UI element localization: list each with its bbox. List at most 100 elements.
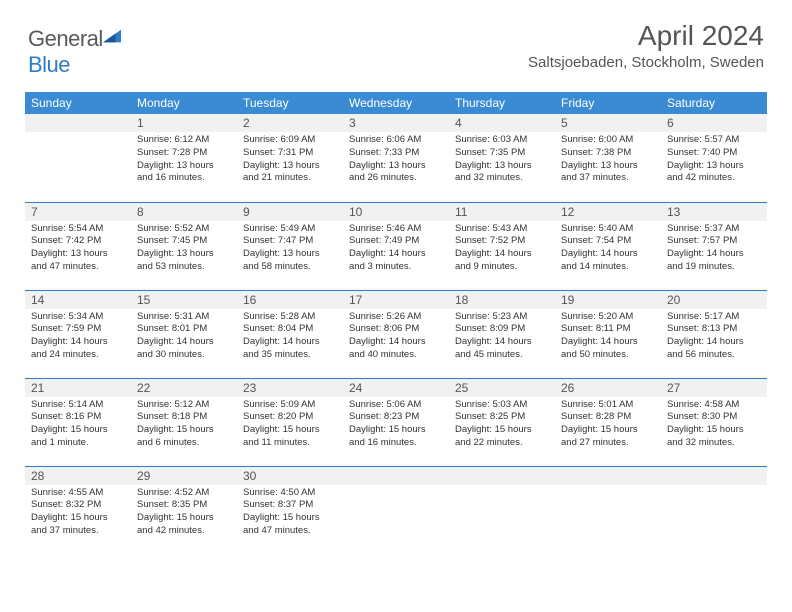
day-number: 6 bbox=[661, 114, 767, 132]
month-title: April 2024 bbox=[528, 20, 764, 52]
day-number bbox=[449, 467, 555, 485]
day-details: Sunrise: 5:01 AMSunset: 8:28 PMDaylight:… bbox=[555, 397, 661, 454]
day-number: 13 bbox=[661, 203, 767, 221]
day-details: Sunrise: 5:03 AMSunset: 8:25 PMDaylight:… bbox=[449, 397, 555, 454]
day-details: Sunrise: 6:12 AMSunset: 7:28 PMDaylight:… bbox=[131, 132, 237, 189]
day-number: 9 bbox=[237, 203, 343, 221]
calendar-cell bbox=[661, 466, 767, 554]
calendar-cell bbox=[25, 114, 131, 202]
calendar-cell: 16Sunrise: 5:28 AMSunset: 8:04 PMDayligh… bbox=[237, 290, 343, 378]
day-details: Sunrise: 5:46 AMSunset: 7:49 PMDaylight:… bbox=[343, 221, 449, 278]
calendar-row: 21Sunrise: 5:14 AMSunset: 8:16 PMDayligh… bbox=[25, 378, 767, 466]
day-number bbox=[661, 467, 767, 485]
calendar-cell: 15Sunrise: 5:31 AMSunset: 8:01 PMDayligh… bbox=[131, 290, 237, 378]
day-number: 10 bbox=[343, 203, 449, 221]
day-details: Sunrise: 4:58 AMSunset: 8:30 PMDaylight:… bbox=[661, 397, 767, 454]
calendar-cell: 27Sunrise: 4:58 AMSunset: 8:30 PMDayligh… bbox=[661, 378, 767, 466]
day-details: Sunrise: 4:50 AMSunset: 8:37 PMDaylight:… bbox=[237, 485, 343, 542]
day-details: Sunrise: 6:00 AMSunset: 7:38 PMDaylight:… bbox=[555, 132, 661, 189]
day-details: Sunrise: 5:26 AMSunset: 8:06 PMDaylight:… bbox=[343, 309, 449, 366]
day-details: Sunrise: 5:34 AMSunset: 7:59 PMDaylight:… bbox=[25, 309, 131, 366]
calendar-cell: 17Sunrise: 5:26 AMSunset: 8:06 PMDayligh… bbox=[343, 290, 449, 378]
calendar-cell: 13Sunrise: 5:37 AMSunset: 7:57 PMDayligh… bbox=[661, 202, 767, 290]
day-details: Sunrise: 5:57 AMSunset: 7:40 PMDaylight:… bbox=[661, 132, 767, 189]
calendar-row: 28Sunrise: 4:55 AMSunset: 8:32 PMDayligh… bbox=[25, 466, 767, 554]
calendar-cell: 1Sunrise: 6:12 AMSunset: 7:28 PMDaylight… bbox=[131, 114, 237, 202]
day-number: 2 bbox=[237, 114, 343, 132]
day-number: 28 bbox=[25, 467, 131, 485]
calendar-cell: 21Sunrise: 5:14 AMSunset: 8:16 PMDayligh… bbox=[25, 378, 131, 466]
weekday-header: Tuesday bbox=[237, 92, 343, 114]
day-details: Sunrise: 6:09 AMSunset: 7:31 PMDaylight:… bbox=[237, 132, 343, 189]
day-number bbox=[555, 467, 661, 485]
day-number: 22 bbox=[131, 379, 237, 397]
day-details: Sunrise: 5:23 AMSunset: 8:09 PMDaylight:… bbox=[449, 309, 555, 366]
day-details: Sunrise: 4:52 AMSunset: 8:35 PMDaylight:… bbox=[131, 485, 237, 542]
calendar-cell: 28Sunrise: 4:55 AMSunset: 8:32 PMDayligh… bbox=[25, 466, 131, 554]
calendar-cell: 24Sunrise: 5:06 AMSunset: 8:23 PMDayligh… bbox=[343, 378, 449, 466]
day-number: 4 bbox=[449, 114, 555, 132]
calendar-cell: 29Sunrise: 4:52 AMSunset: 8:35 PMDayligh… bbox=[131, 466, 237, 554]
day-details: Sunrise: 5:14 AMSunset: 8:16 PMDaylight:… bbox=[25, 397, 131, 454]
day-details: Sunrise: 4:55 AMSunset: 8:32 PMDaylight:… bbox=[25, 485, 131, 542]
day-number: 27 bbox=[661, 379, 767, 397]
calendar-cell: 18Sunrise: 5:23 AMSunset: 8:09 PMDayligh… bbox=[449, 290, 555, 378]
brand-word-2: Blue bbox=[28, 52, 70, 77]
weekday-header: Thursday bbox=[449, 92, 555, 114]
day-number: 30 bbox=[237, 467, 343, 485]
location-text: Saltsjoebaden, Stockholm, Sweden bbox=[528, 54, 764, 71]
calendar-cell: 25Sunrise: 5:03 AMSunset: 8:25 PMDayligh… bbox=[449, 378, 555, 466]
day-details: Sunrise: 5:06 AMSunset: 8:23 PMDaylight:… bbox=[343, 397, 449, 454]
calendar-cell: 23Sunrise: 5:09 AMSunset: 8:20 PMDayligh… bbox=[237, 378, 343, 466]
brand-text: General Blue bbox=[28, 26, 121, 78]
weekday-header: Monday bbox=[131, 92, 237, 114]
day-details: Sunrise: 5:09 AMSunset: 8:20 PMDaylight:… bbox=[237, 397, 343, 454]
day-details: Sunrise: 5:37 AMSunset: 7:57 PMDaylight:… bbox=[661, 221, 767, 278]
calendar-cell: 9Sunrise: 5:49 AMSunset: 7:47 PMDaylight… bbox=[237, 202, 343, 290]
day-details: Sunrise: 5:28 AMSunset: 8:04 PMDaylight:… bbox=[237, 309, 343, 366]
day-details: Sunrise: 5:31 AMSunset: 8:01 PMDaylight:… bbox=[131, 309, 237, 366]
weekday-header: Saturday bbox=[661, 92, 767, 114]
calendar-cell: 26Sunrise: 5:01 AMSunset: 8:28 PMDayligh… bbox=[555, 378, 661, 466]
calendar-cell: 6Sunrise: 5:57 AMSunset: 7:40 PMDaylight… bbox=[661, 114, 767, 202]
calendar-cell bbox=[449, 466, 555, 554]
calendar-cell: 12Sunrise: 5:40 AMSunset: 7:54 PMDayligh… bbox=[555, 202, 661, 290]
calendar-cell bbox=[555, 466, 661, 554]
brand-word-1: General bbox=[28, 26, 103, 51]
calendar-row: 1Sunrise: 6:12 AMSunset: 7:28 PMDaylight… bbox=[25, 114, 767, 202]
day-number: 15 bbox=[131, 291, 237, 309]
calendar-table: SundayMondayTuesdayWednesdayThursdayFrid… bbox=[25, 92, 767, 554]
day-number: 17 bbox=[343, 291, 449, 309]
brand-triangle-icon bbox=[103, 28, 121, 46]
calendar-row: 7Sunrise: 5:54 AMSunset: 7:42 PMDaylight… bbox=[25, 202, 767, 290]
calendar-cell: 3Sunrise: 6:06 AMSunset: 7:33 PMDaylight… bbox=[343, 114, 449, 202]
day-details: Sunrise: 5:20 AMSunset: 8:11 PMDaylight:… bbox=[555, 309, 661, 366]
day-number: 29 bbox=[131, 467, 237, 485]
day-number: 16 bbox=[237, 291, 343, 309]
day-number bbox=[25, 114, 131, 132]
calendar-cell: 20Sunrise: 5:17 AMSunset: 8:13 PMDayligh… bbox=[661, 290, 767, 378]
day-details: Sunrise: 5:17 AMSunset: 8:13 PMDaylight:… bbox=[661, 309, 767, 366]
calendar-cell: 7Sunrise: 5:54 AMSunset: 7:42 PMDaylight… bbox=[25, 202, 131, 290]
day-number: 26 bbox=[555, 379, 661, 397]
day-number: 25 bbox=[449, 379, 555, 397]
day-details: Sunrise: 5:52 AMSunset: 7:45 PMDaylight:… bbox=[131, 221, 237, 278]
day-number bbox=[343, 467, 449, 485]
day-number: 12 bbox=[555, 203, 661, 221]
calendar-row: 14Sunrise: 5:34 AMSunset: 7:59 PMDayligh… bbox=[25, 290, 767, 378]
calendar-cell: 22Sunrise: 5:12 AMSunset: 8:18 PMDayligh… bbox=[131, 378, 237, 466]
day-number: 21 bbox=[25, 379, 131, 397]
calendar-cell: 8Sunrise: 5:52 AMSunset: 7:45 PMDaylight… bbox=[131, 202, 237, 290]
day-details: Sunrise: 5:43 AMSunset: 7:52 PMDaylight:… bbox=[449, 221, 555, 278]
day-details: Sunrise: 5:12 AMSunset: 8:18 PMDaylight:… bbox=[131, 397, 237, 454]
calendar-cell: 30Sunrise: 4:50 AMSunset: 8:37 PMDayligh… bbox=[237, 466, 343, 554]
calendar-cell: 5Sunrise: 6:00 AMSunset: 7:38 PMDaylight… bbox=[555, 114, 661, 202]
day-number: 20 bbox=[661, 291, 767, 309]
header: General Blue April 2024 Saltsjoebaden, S… bbox=[0, 0, 792, 86]
day-number: 24 bbox=[343, 379, 449, 397]
weekday-header: Friday bbox=[555, 92, 661, 114]
calendar-head: SundayMondayTuesdayWednesdayThursdayFrid… bbox=[25, 92, 767, 114]
calendar-cell: 14Sunrise: 5:34 AMSunset: 7:59 PMDayligh… bbox=[25, 290, 131, 378]
day-number: 1 bbox=[131, 114, 237, 132]
calendar-cell: 11Sunrise: 5:43 AMSunset: 7:52 PMDayligh… bbox=[449, 202, 555, 290]
